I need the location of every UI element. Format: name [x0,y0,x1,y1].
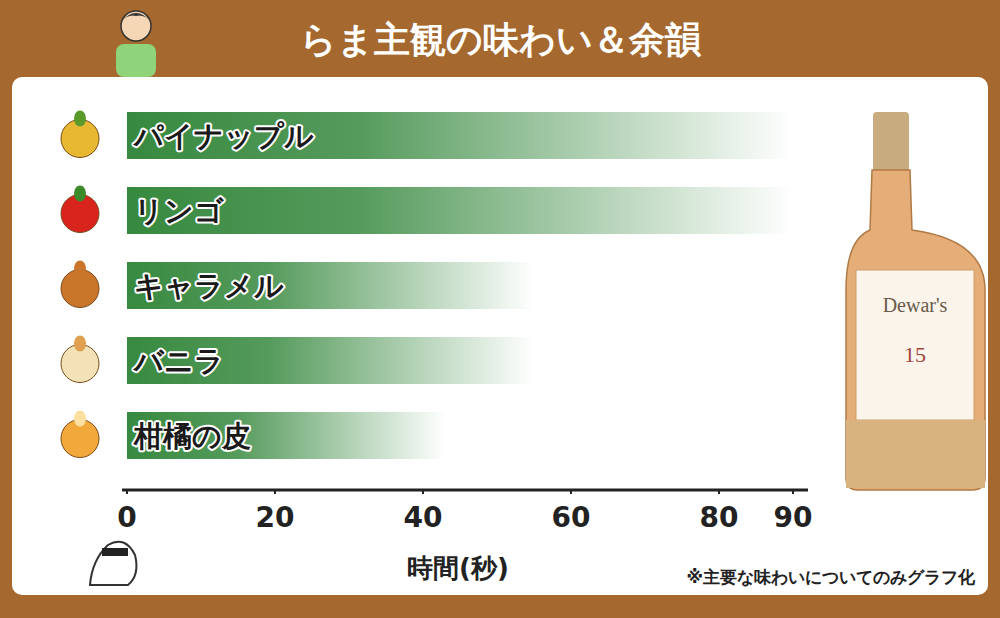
bottle-label [856,270,974,420]
category-label: リンゴ [134,194,225,228]
icon-body [116,44,156,77]
panel [12,77,988,595]
bar [127,337,534,384]
icons [61,111,99,458]
icon-head [121,11,151,41]
taster-outline [90,542,136,585]
bottle: Dewar's 15 [846,112,985,490]
icon-top [74,336,86,352]
taster-glasses [102,548,128,556]
chart-svg: らま主観の味わい＆余韻パイナップルリンゴキャラメルバニラ柑橘の皮 0 20 40 60 8… [0,0,1000,618]
category-label: キャラメル [134,269,284,303]
bottle-body [846,170,985,490]
bar [127,187,793,234]
x-axis-title: 時間(秒) [407,553,509,583]
icon-top [74,186,86,202]
x-tick-label: 60 [552,501,591,534]
icon-hair [121,13,151,22]
x-tick [274,490,276,494]
category-label: 柑橘の皮 [133,419,251,453]
x-tick-label: 40 [404,501,443,534]
x-tick [718,490,720,494]
bottle-age: 15 [904,342,926,367]
bars [127,112,793,459]
title: らま主観の味わい＆余韻 [300,19,702,60]
bar [127,262,534,309]
x-tick-label: 90 [774,501,813,534]
bar [127,112,793,159]
x-tick [126,490,128,494]
icon-top [74,111,86,127]
x-tick [570,490,572,494]
x-tick [422,490,424,494]
x-tick-label: 20 [256,501,295,534]
bottle-brand: Dewar's [883,294,948,316]
header-icon [116,11,156,77]
x-ticks: 0 20 40 60 80 90 [117,490,812,534]
bar [127,412,445,459]
x-axis-line [122,489,808,492]
x-tick [792,490,794,494]
background [0,0,1000,618]
x-tick-label: 0 [117,501,136,534]
bar-labels: パイナップルリンゴキャラメルバニラ柑橘の皮 [132,119,314,453]
category-label: パイナップル [132,119,314,153]
bottle-lower [846,420,985,488]
icon-top [74,411,86,427]
taster-icon [90,542,136,585]
x-tick-label: 80 [700,501,739,534]
chart-root: らま主観の味わい＆余韻パイナップルリンゴキャラメルバニラ柑橘の皮 0 20 40 60 8… [0,0,1000,618]
icon-top [74,261,86,277]
note: ※主要な味わいについてのみグラフ化 [686,567,976,587]
bottle-cap [873,112,909,172]
category-label: バニラ [132,344,224,378]
